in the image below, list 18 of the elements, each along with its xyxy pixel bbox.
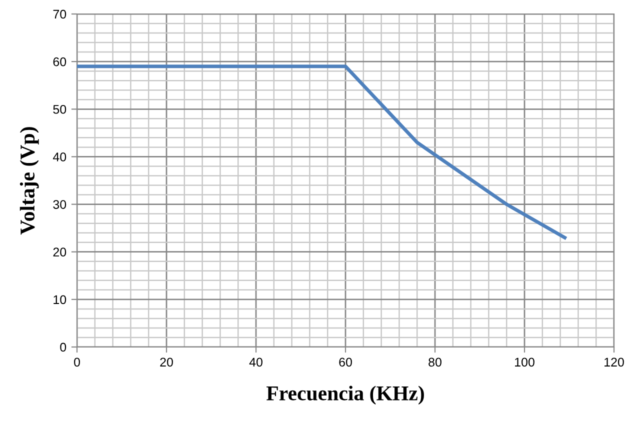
x-tick-label: 60	[339, 358, 352, 367]
y-tick-label: 70	[53, 10, 66, 19]
y-axis-title: Voltaje (Vp)	[20, 127, 39, 235]
y-tick-label: 20	[53, 248, 66, 257]
x-tick-label: 0	[74, 358, 80, 367]
y-tick-label: 60	[53, 57, 66, 66]
line-series	[77, 64, 567, 240]
x-tick-label: 120	[604, 358, 624, 367]
x-tick-label: 20	[160, 358, 173, 367]
x-tick-label: 100	[515, 358, 534, 367]
y-tick-label: 30	[53, 200, 66, 209]
y-tick-label: 50	[53, 104, 66, 114]
x-tick-label: 40	[249, 358, 262, 367]
y-tick-label: 40	[52, 152, 66, 162]
y-tick-label: 10	[54, 295, 66, 304]
x-tick-label: 80	[428, 358, 442, 367]
x-axis-title: Frecuencia (KHz)	[266, 386, 424, 405]
y-tick-label: 0	[60, 342, 66, 352]
